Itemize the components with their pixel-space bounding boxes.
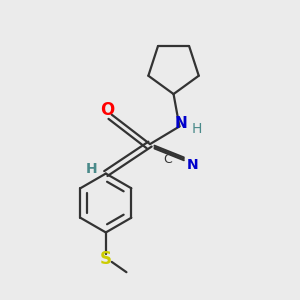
Text: O: O	[100, 101, 114, 119]
Text: C: C	[163, 153, 172, 166]
Text: N: N	[175, 116, 187, 131]
Text: N: N	[187, 158, 199, 172]
Text: S: S	[100, 250, 112, 268]
Text: H: H	[85, 162, 97, 176]
Text: H: H	[192, 122, 202, 136]
